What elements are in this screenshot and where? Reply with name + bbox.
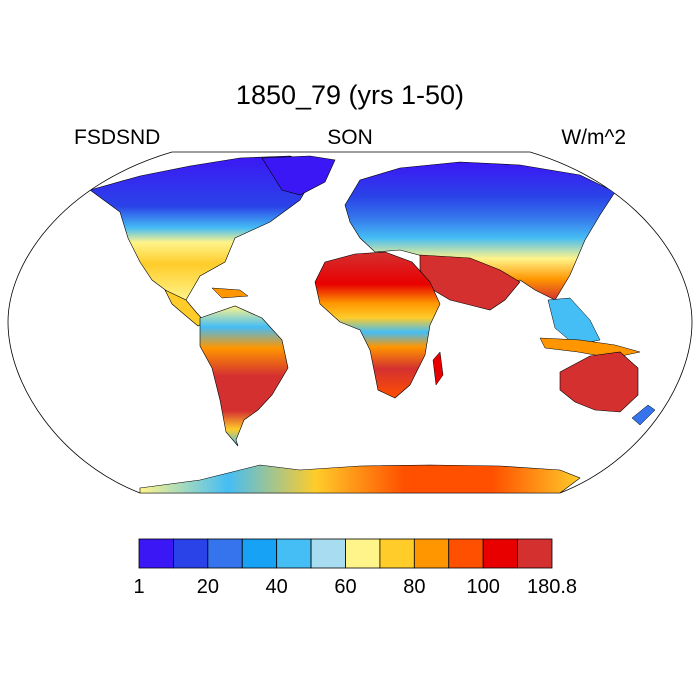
australia — [559, 351, 639, 413]
colorbar-tick-label: 80 — [403, 576, 425, 598]
colorbar-swatch — [413, 538, 450, 569]
africa — [314, 251, 441, 399]
colorbar-swatch — [310, 538, 346, 569]
greenland — [261, 155, 336, 196]
colorbar-swatch — [276, 538, 312, 569]
eurasia — [344, 161, 616, 301]
caribbean — [211, 287, 249, 299]
colorbar-swatch — [173, 538, 209, 569]
colorbar-swatch — [241, 538, 278, 569]
new-zealand — [631, 404, 656, 426]
plot-title: 1850_79 (yrs 1-50) — [235, 80, 465, 110]
colorbar-swatch — [345, 538, 381, 569]
colorbar-tick-label: 180.8 — [527, 576, 577, 598]
season-label: SON — [327, 126, 373, 149]
colorbar-tick-label: 60 — [334, 576, 356, 598]
colorbar-swatch — [448, 538, 484, 569]
colorbar-tick-label: 40 — [266, 576, 288, 598]
variable-name: FSDSND — [74, 126, 161, 149]
antarctica — [139, 464, 581, 493]
colorbar-tick-label: 1 — [133, 576, 144, 598]
colorbar-tick-label: 100 — [466, 576, 499, 598]
colorbar-tick-label: 20 — [197, 576, 219, 598]
south-america — [199, 305, 289, 447]
colorbar-swatch — [138, 538, 174, 569]
colorbar-swatch — [517, 538, 553, 569]
colorbar-swatch — [379, 538, 415, 569]
southeast-asia — [547, 297, 601, 346]
madagascar — [432, 351, 444, 386]
colorbar-swatch — [482, 538, 518, 569]
colorbar-swatch — [207, 538, 243, 569]
units-label: W/m^2 — [561, 126, 626, 149]
north-america — [89, 155, 321, 301]
